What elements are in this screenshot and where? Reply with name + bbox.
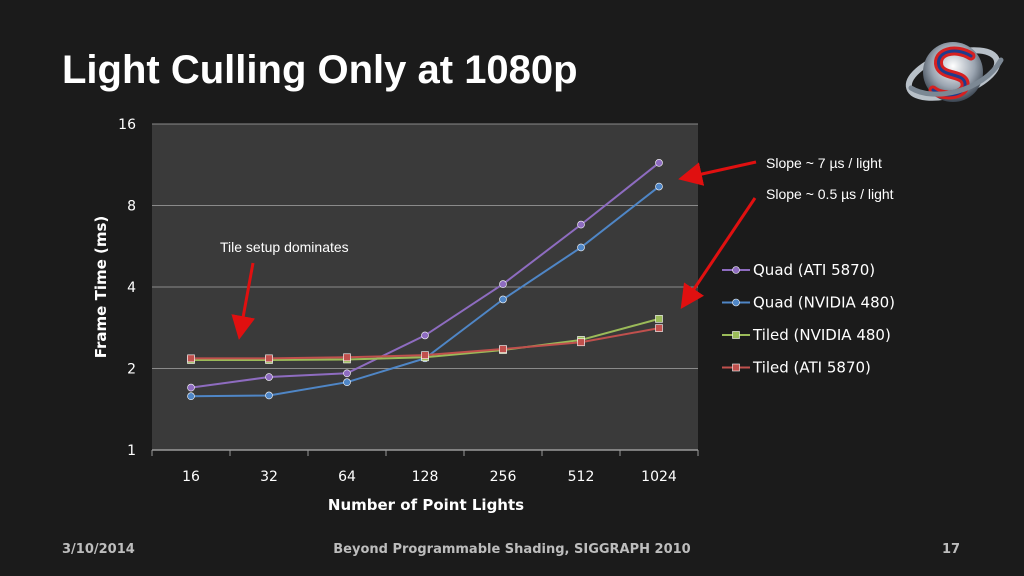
annotation-arrow-tile-setup [231,262,256,340]
data-point [577,338,585,347]
legend-label: Quad (ATI 5870) [753,261,875,279]
data-point [187,383,195,392]
y-tick-label: 2 [127,362,136,378]
y-tick-label: 1 [127,443,136,459]
data-point [343,353,351,362]
legend-label: Tiled (NVIDIA 480) [752,326,891,344]
data-point [499,295,507,304]
annotation-arrow-tiled [680,197,757,309]
data-point [343,378,351,387]
annotation-tile-setup: Tile setup dominates [220,239,349,255]
y-tick-label: 4 [127,280,136,296]
legend-label: Tiled (ATI 5870) [752,359,871,377]
legend-marker [732,331,740,339]
series-lines [187,159,663,401]
data-point [499,345,507,353]
data-point [265,373,273,381]
y-tick-label: 16 [118,117,136,133]
data-point [265,354,273,363]
series-0 [187,159,663,392]
page-number: 17 [942,542,961,557]
data-point [499,280,507,288]
data-point [187,354,195,363]
data-point [655,159,663,167]
gridlines [152,123,698,369]
data-point [577,243,585,252]
footer-date: 3/10/2014 [62,542,135,557]
legend-marker [732,363,740,372]
data-point [655,315,663,323]
data-point [421,331,429,340]
data-point [421,351,429,359]
siggraph-logo [905,42,1004,102]
y-axis-label: Frame Time (ms) [92,216,110,359]
legend-item: Tiled (ATI 5870) [722,359,871,377]
x-tick-label: 16 [182,469,200,485]
x-axis-label: Number of Point Lights [328,496,524,514]
legend-item: Tiled (NVIDIA 480) [722,326,891,344]
x-tick-label: 256 [490,469,517,485]
legend-label: Quad (NVIDIA 480) [753,294,895,312]
x-tick-label: 512 [568,469,595,485]
data-point [265,391,273,400]
x-tick-label: 128 [412,469,439,485]
series-3 [187,324,663,363]
footer-conference: Beyond Programmable Shading, SIGGRAPH 20… [333,542,691,557]
legend-item: Quad (NVIDIA 480) [722,294,895,312]
legend-marker [732,266,740,274]
annotation-arrow-quad [678,160,757,186]
x-tick-label: 32 [260,469,278,485]
x-tick-label: 64 [338,469,356,485]
data-point [343,369,351,378]
legend-item: Quad (ATI 5870) [722,261,875,279]
slide-title: Light Culling Only at 1080p [62,48,578,92]
legend: Quad (ATI 5870) Quad (NVIDIA 480) Tiled (N… [722,261,895,377]
legend-marker [732,298,740,307]
x-tick-marks [151,450,699,456]
data-point [187,392,195,401]
x-tick-label: 1024 [641,469,677,485]
annotation-slope-quad: Slope ~ 7 µs / light [766,155,882,171]
annotation-slope-tiled: Slope ~ 0.5 µs / light [766,186,894,202]
x-tick-labels: 16 32 64 128 256 512 1024 [182,469,677,485]
y-tick-labels: 1 2 4 8 16 [118,117,136,459]
data-point [655,324,663,332]
data-point [577,220,585,229]
data-point [655,182,663,191]
y-tick-label: 8 [127,199,136,215]
